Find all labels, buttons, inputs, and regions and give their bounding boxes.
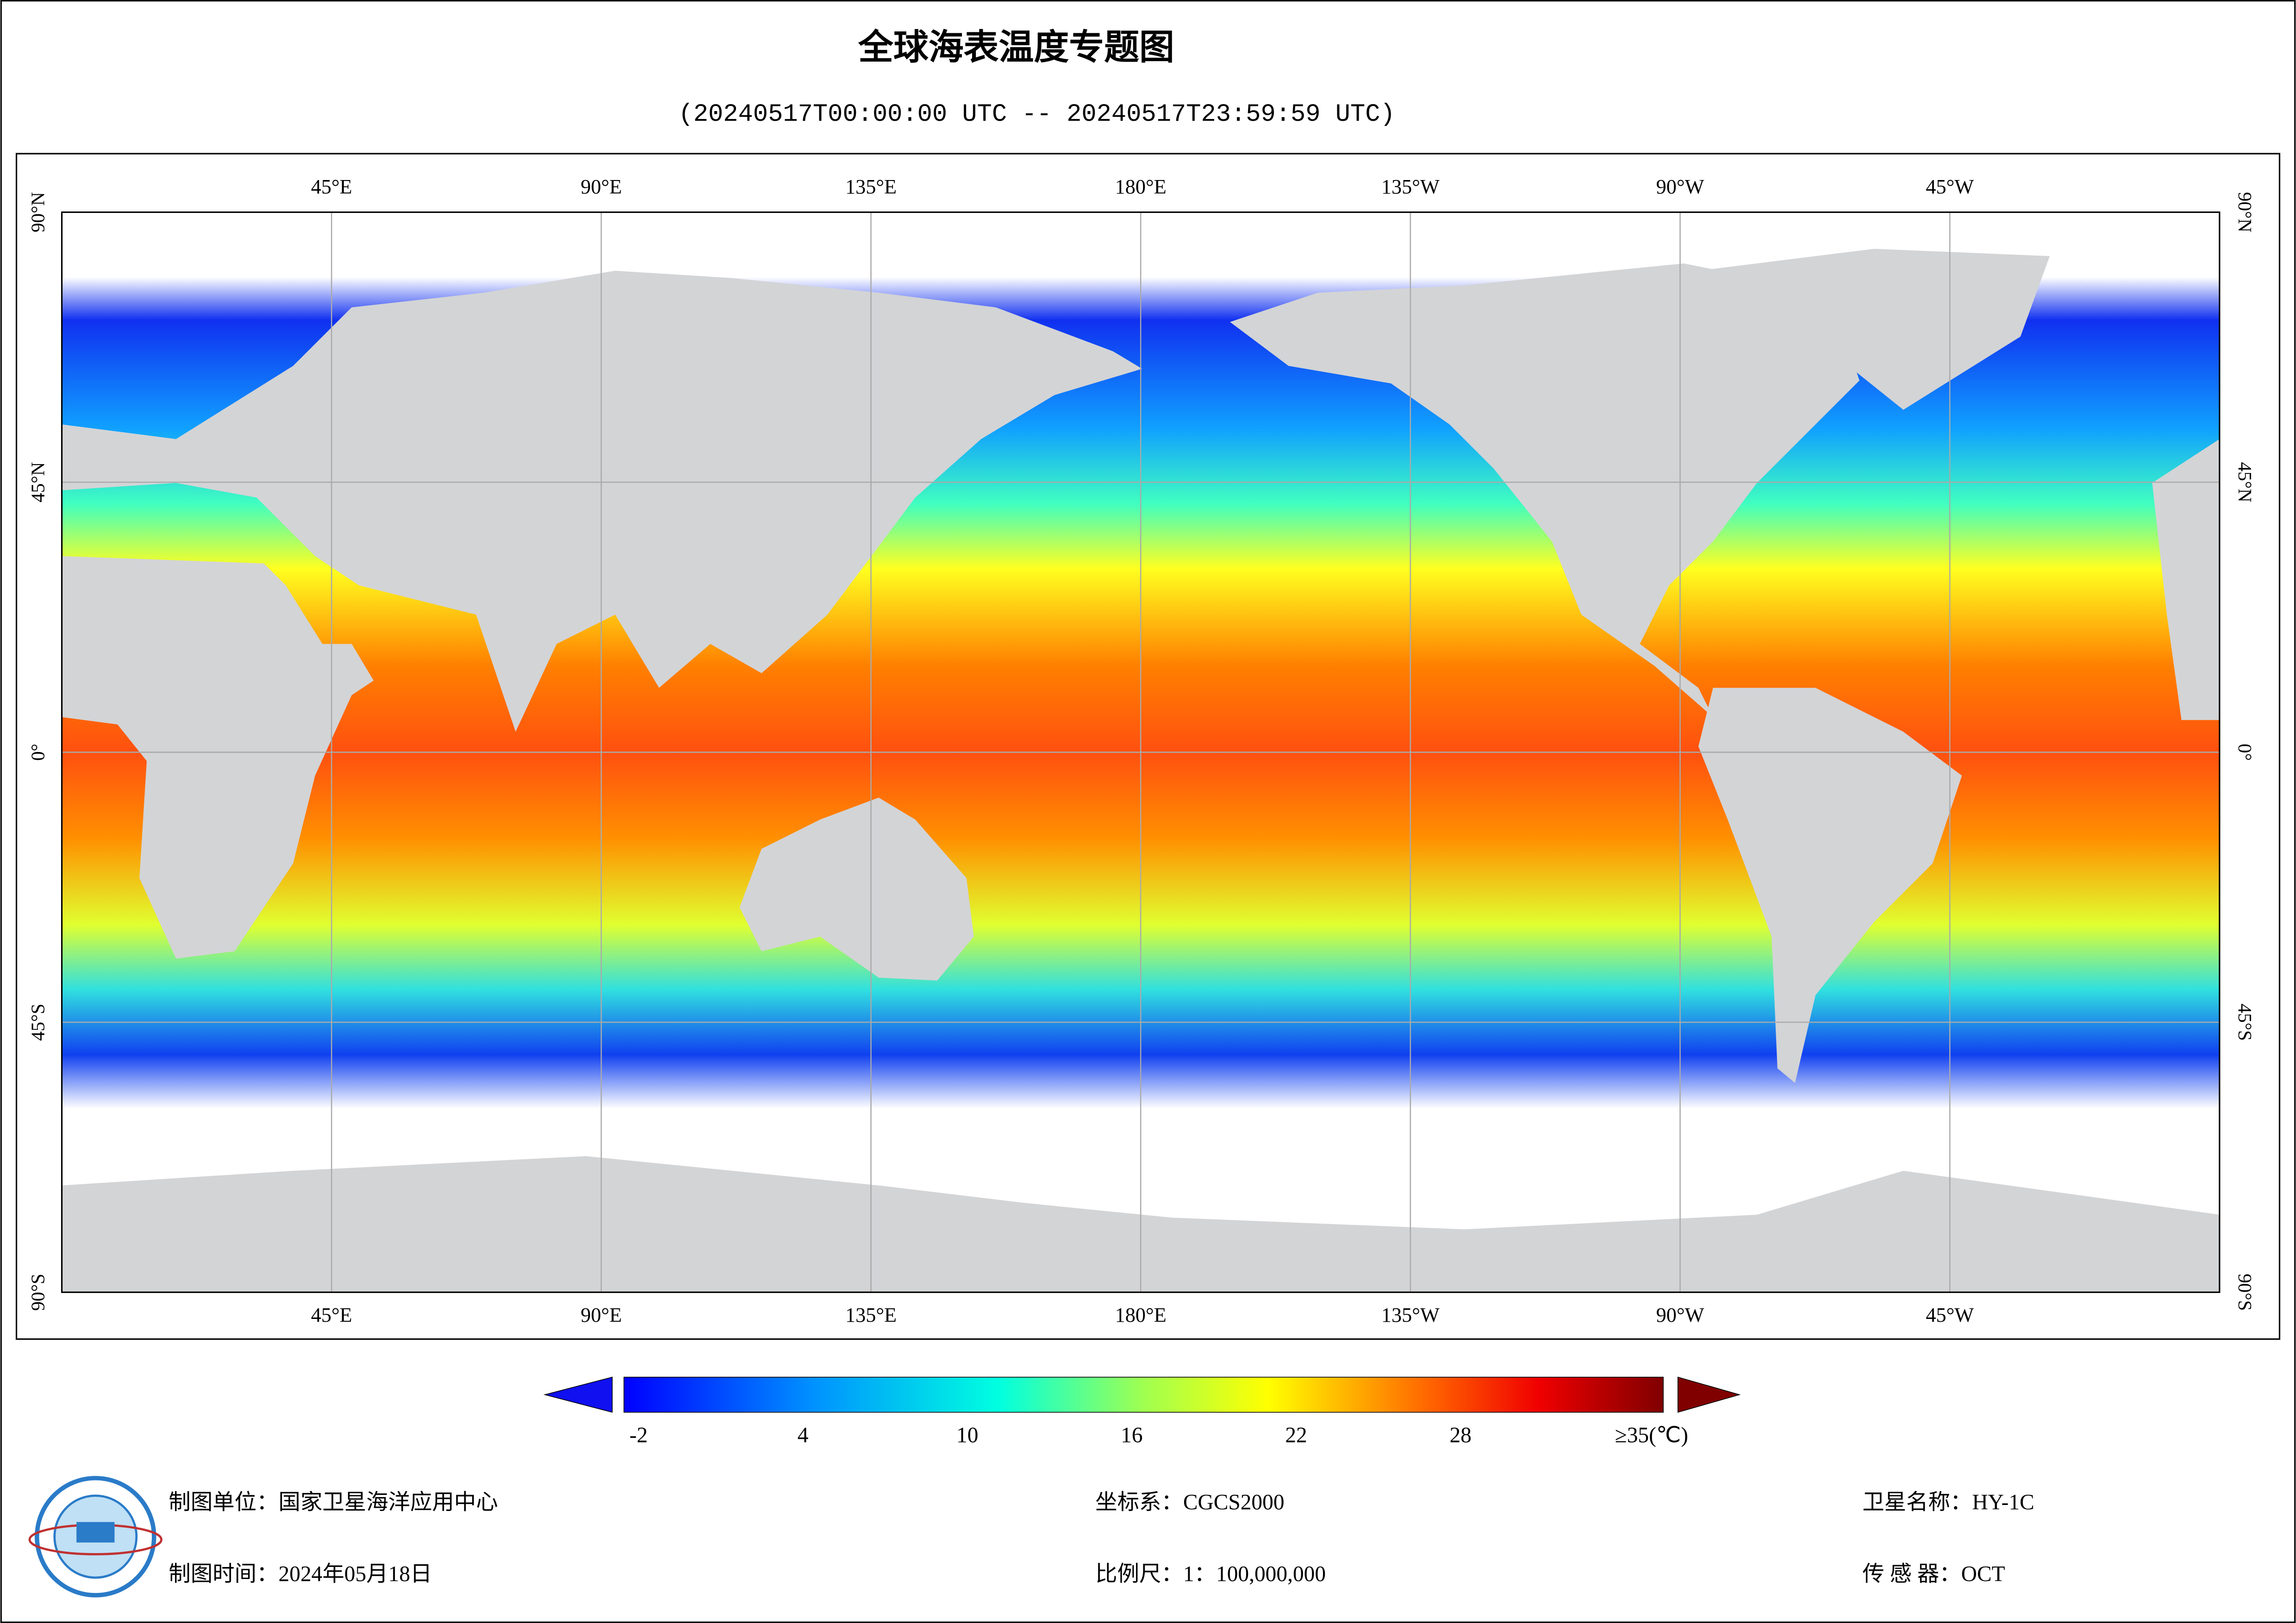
colorbar-tick-label: 28 [1449, 1423, 1471, 1447]
map-scale: 比例尺：1：100,000,000 [1095, 1562, 1326, 1586]
europe-africa-west [2152, 439, 2220, 720]
africa [62, 556, 374, 959]
colorbar-min-arrow [543, 1376, 613, 1413]
lon-label-top: 180°E [1115, 175, 1167, 198]
sensor: 传 感 器：OCT [1862, 1562, 2005, 1586]
lat-label-right: 0° [2234, 744, 2256, 761]
lat-label-right: 45°N [2234, 462, 2256, 502]
colorbar-tick-label: 22 [1285, 1423, 1307, 1447]
lon-label-top: 90°E [580, 175, 622, 198]
satellite: 卫星名称：HY-1C [1862, 1491, 2034, 1515]
graticule: 45°E 45°E 90°E 90°E 135°E 135°E 180°E 180°E 135°… [27, 175, 2256, 1326]
lat-label-right: 90°S [2234, 1274, 2256, 1311]
lon-label-bottom: 135°W [1381, 1304, 1440, 1326]
colorbar-tick-label: 16 [1121, 1423, 1142, 1447]
lat-label-right: 90°N [2234, 192, 2256, 232]
lon-label-bottom: 45°E [311, 1304, 352, 1326]
lat-label-right: 45°S [2234, 1004, 2256, 1041]
lon-label-bottom: 90°W [1656, 1304, 1704, 1326]
lat-label-left: 90°S [27, 1274, 49, 1311]
lon-label-bottom: 45°W [1926, 1304, 1974, 1326]
lon-label-bottom: 135°E [845, 1304, 897, 1326]
lon-label-top: 90°W [1656, 175, 1704, 198]
colorbar-tick-label: -2 [630, 1423, 648, 1447]
title: 全球海表温度专题图 [858, 28, 1174, 67]
colorbar: ≥35(℃) -2 4 10 16 22 28 [543, 1376, 1741, 1447]
lat-label-left: 90°N [27, 192, 49, 232]
colorbar-ramp [624, 1376, 1664, 1413]
lon-label-top: 45°E [311, 175, 352, 198]
colorbar-tick-label: 10 [956, 1423, 978, 1447]
lon-label-top: 135°W [1381, 175, 1440, 198]
map-date: 制图时间：2024年05月18日 [168, 1562, 432, 1586]
map-unit: 制图单位：国家卫星海洋应用中心 [168, 1491, 498, 1515]
lon-label-bottom: 90°E [580, 1304, 622, 1326]
map-frame [15, 153, 2281, 1340]
greenland [1640, 249, 2050, 410]
lon-label-top: 45°W [1926, 175, 1974, 198]
colorbar-max-arrow [1677, 1376, 1741, 1413]
australia [739, 797, 974, 981]
lat-label-left: 45°S [27, 1004, 49, 1041]
subtitle: (20240517T00:00:00 UTC -- 20240517T23:59… [679, 100, 1395, 129]
lat-label-left: 45°N [27, 462, 49, 502]
colorbar-max-label: ≥35(℃) [1615, 1423, 1688, 1447]
map: 45°E 45°E 90°E 90°E 135°E 135°E 180°E 180°E 135°… [27, 175, 2256, 1326]
map-border [61, 211, 2221, 1293]
footer: 制图单位：国家卫星海洋应用中心 制图时间：2024年05月18日 坐标系：CGC… [168, 1491, 2034, 1586]
north-america [1230, 263, 1859, 717]
colorbar-tick-label: 4 [798, 1423, 809, 1447]
lat-label-left: 0° [27, 744, 49, 761]
lon-label-top: 135°E [845, 175, 897, 198]
lon-label-bottom: 180°E [1115, 1304, 1167, 1326]
logo [28, 1476, 162, 1598]
coordinate-system: 坐标系：CGCS2000 [1095, 1491, 1284, 1515]
south-america [1698, 688, 1962, 1083]
